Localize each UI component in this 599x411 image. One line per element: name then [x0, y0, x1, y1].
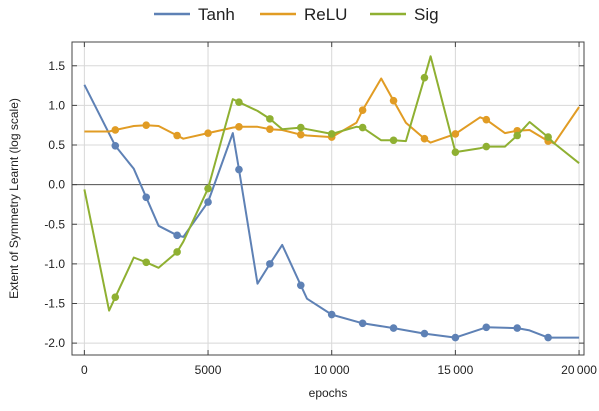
data-point: [111, 126, 120, 134]
data-point: [358, 106, 367, 114]
data-point: [235, 98, 243, 107]
legend-item-tanh: Tanh: [154, 5, 235, 24]
x-axis-title: epochs: [309, 386, 348, 400]
data-point: [513, 324, 522, 332]
data-point: [389, 324, 398, 332]
y-axis-ticks: -2.0 -1.5 -1.0 -0.5 0.0 0.5 1.0 1.5: [44, 59, 584, 350]
x-tick-label: 20 000: [561, 363, 597, 377]
data-point: [142, 121, 151, 130]
data-point: [296, 130, 305, 139]
data-point: [204, 184, 212, 193]
y-tick-label: 1.0: [48, 98, 65, 112]
data-point: [142, 258, 151, 267]
y-tick-label: -1.0: [44, 257, 65, 271]
data-point: [235, 165, 243, 174]
data-point: [173, 231, 181, 240]
data-point: [235, 122, 243, 131]
data-point: [389, 136, 398, 145]
series-tanh: [83, 84, 580, 342]
data-point: [266, 115, 274, 123]
data-point: [142, 193, 151, 202]
legend-item-sig: Sig: [370, 5, 439, 24]
legend-item-relu: ReLU: [260, 5, 347, 24]
data-point: [451, 130, 460, 138]
data-point: [296, 281, 305, 290]
x-axis-ticks: 0 5000 10 000 15 000 20 000: [81, 42, 597, 377]
data-point: [544, 133, 552, 141]
data-point: [420, 134, 429, 143]
series-layer: [83, 55, 580, 342]
x-tick-label: 10 000: [314, 363, 350, 377]
series-sig: [83, 55, 580, 312]
data-point: [358, 123, 367, 132]
data-point: [266, 125, 274, 133]
y-tick-label: 0.0: [48, 178, 65, 192]
data-point: [111, 293, 120, 301]
data-point: [389, 96, 398, 105]
data-point: [420, 73, 429, 82]
x-tick-label: 0: [81, 363, 88, 377]
data-point: [544, 333, 552, 342]
data-point: [358, 319, 367, 328]
data-point: [327, 130, 336, 138]
y-tick-label: 0.5: [48, 138, 65, 152]
data-point: [173, 131, 181, 140]
data-point: [296, 123, 305, 132]
legend: Tanh ReLU Sig: [154, 5, 439, 24]
data-point: [451, 333, 460, 342]
legend-label: Sig: [414, 5, 439, 24]
y-tick-label: -2.0: [44, 336, 65, 350]
y-tick-label: -1.5: [44, 296, 65, 310]
data-point: [513, 131, 522, 140]
y-tick-label: -0.5: [44, 217, 65, 231]
legend-label: Tanh: [198, 5, 235, 24]
y-tick-label: 1.5: [48, 59, 65, 73]
x-tick-label: 15 000: [437, 363, 473, 377]
legend-label: ReLU: [304, 5, 347, 24]
data-point: [111, 142, 120, 150]
plot-frame: [71, 41, 585, 356]
data-point: [266, 260, 274, 268]
data-point: [420, 329, 429, 338]
data-point: [482, 323, 491, 332]
data-point: [327, 310, 336, 319]
data-point: [451, 148, 460, 156]
data-point: [482, 115, 491, 124]
data-point: [204, 129, 212, 137]
y-axis-title: Extent of Symmetry Learnt (log scale): [7, 98, 21, 299]
data-point: [482, 142, 491, 151]
data-point: [204, 198, 212, 206]
data-point: [173, 248, 181, 256]
x-tick-label: 5000: [195, 363, 222, 377]
